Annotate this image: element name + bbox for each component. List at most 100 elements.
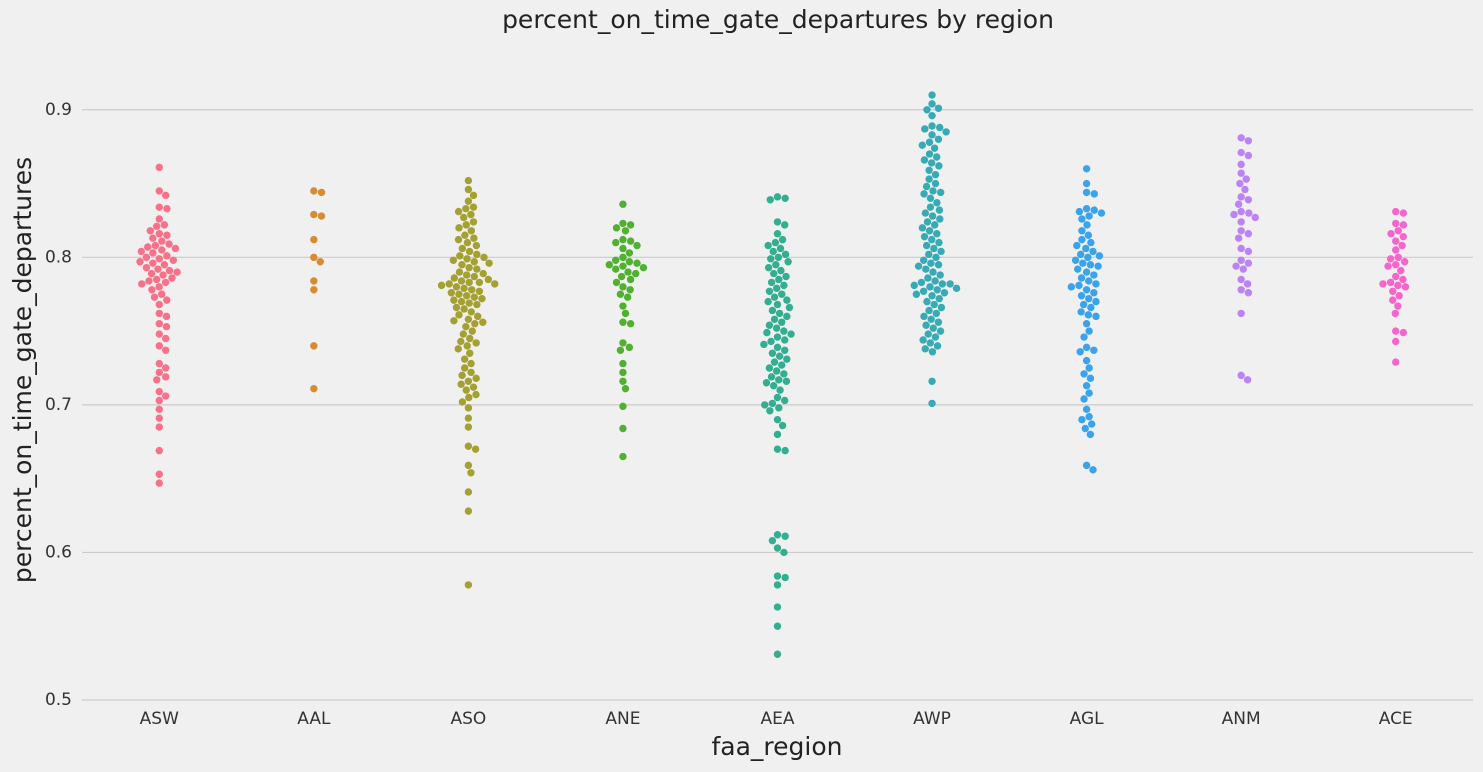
x-tick-label: ANM xyxy=(1222,709,1261,729)
point xyxy=(626,275,635,284)
point xyxy=(1079,259,1087,267)
point xyxy=(155,342,163,350)
point xyxy=(458,371,466,380)
point xyxy=(1076,348,1084,356)
point xyxy=(770,358,779,366)
point xyxy=(1400,258,1409,266)
x-tick-label: ASW xyxy=(140,709,179,729)
point xyxy=(619,253,627,262)
point xyxy=(1392,337,1400,346)
point xyxy=(146,227,154,235)
point xyxy=(455,224,463,232)
point xyxy=(1237,148,1245,157)
point xyxy=(781,396,789,405)
point xyxy=(159,271,167,279)
point xyxy=(1245,209,1253,217)
point xyxy=(619,262,627,270)
point xyxy=(1084,231,1093,239)
point xyxy=(1087,303,1095,312)
point xyxy=(928,235,936,244)
point xyxy=(781,194,789,203)
point xyxy=(772,284,781,293)
y-tick-label: 0.7 xyxy=(45,395,72,415)
point xyxy=(773,650,782,658)
point xyxy=(765,287,774,295)
point xyxy=(1089,247,1097,256)
point xyxy=(1394,302,1402,310)
point xyxy=(1237,207,1245,216)
point xyxy=(310,253,318,262)
point xyxy=(616,346,625,354)
point xyxy=(1392,207,1400,216)
point xyxy=(617,272,626,281)
point xyxy=(777,266,785,275)
point xyxy=(1082,405,1091,414)
point xyxy=(464,488,473,496)
point xyxy=(1090,206,1098,214)
point xyxy=(936,215,944,223)
point xyxy=(633,241,641,250)
point xyxy=(765,364,774,372)
point xyxy=(485,259,493,267)
x-tick-label: AEA xyxy=(761,709,795,729)
point xyxy=(464,197,473,205)
point xyxy=(933,342,942,350)
point xyxy=(772,261,780,269)
point xyxy=(1399,232,1408,241)
point xyxy=(1085,277,1093,285)
point xyxy=(155,446,163,455)
point xyxy=(317,188,326,197)
point xyxy=(470,258,478,266)
point xyxy=(780,327,788,335)
point xyxy=(163,252,171,260)
point xyxy=(162,312,171,321)
point xyxy=(934,261,943,269)
point xyxy=(464,404,473,412)
point xyxy=(923,106,931,114)
point xyxy=(1082,343,1091,352)
point xyxy=(936,327,945,335)
point xyxy=(1237,134,1245,142)
point xyxy=(920,156,929,164)
point xyxy=(1387,230,1395,238)
point xyxy=(925,227,934,235)
point xyxy=(919,287,928,295)
point xyxy=(152,275,161,284)
point xyxy=(923,297,931,306)
point xyxy=(1392,358,1400,366)
point xyxy=(912,290,921,298)
point xyxy=(926,283,934,291)
point xyxy=(145,277,153,285)
x-tick-label: ANE xyxy=(605,709,640,729)
point xyxy=(612,238,620,247)
point xyxy=(479,318,487,326)
point xyxy=(934,135,943,143)
point xyxy=(161,334,170,343)
point xyxy=(1244,151,1253,160)
point xyxy=(469,191,478,200)
point xyxy=(460,305,468,313)
point xyxy=(623,293,632,301)
point xyxy=(761,401,769,409)
point xyxy=(1236,179,1244,188)
point xyxy=(460,364,469,372)
point xyxy=(472,339,480,347)
point xyxy=(924,274,932,282)
point xyxy=(1398,241,1406,250)
point xyxy=(1090,190,1098,198)
point xyxy=(1078,227,1086,235)
point xyxy=(1244,259,1253,267)
x-tick-label: ASO xyxy=(450,709,486,729)
point xyxy=(467,368,475,377)
point xyxy=(1394,227,1402,235)
point xyxy=(780,548,788,557)
point xyxy=(928,111,936,120)
point xyxy=(935,294,943,303)
point xyxy=(619,424,627,433)
point xyxy=(454,345,462,353)
point xyxy=(624,268,632,276)
point xyxy=(781,250,790,259)
point xyxy=(155,414,163,422)
point xyxy=(773,300,782,309)
point xyxy=(1067,283,1076,291)
